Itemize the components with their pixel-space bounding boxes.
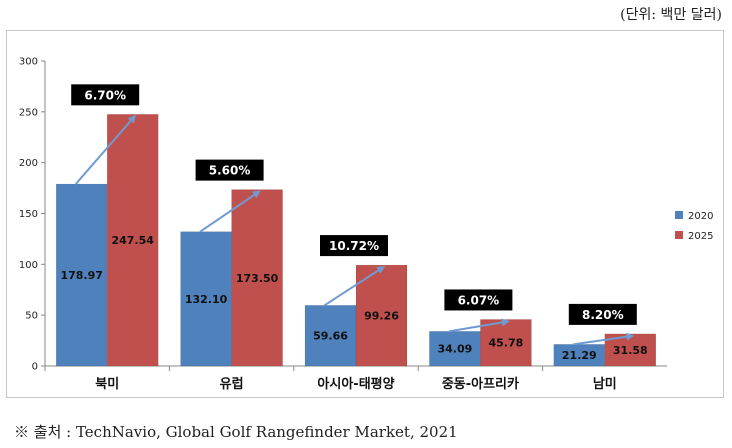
data-label-2025: 31.58 xyxy=(613,344,648,357)
data-label-2025: 45.78 xyxy=(489,337,524,350)
legend-swatch-2020 xyxy=(675,211,683,219)
bars xyxy=(55,114,657,367)
y-tick-label: 100 xyxy=(19,260,38,271)
y-tick-label: 200 xyxy=(19,158,38,169)
bar-2025 xyxy=(106,114,159,367)
growth-arrow xyxy=(448,318,510,333)
y-tick-label: 300 xyxy=(19,57,38,68)
legend-label-2025: 2025 xyxy=(688,231,713,242)
legend: 2020 2025 xyxy=(675,211,713,242)
bar-2020 xyxy=(304,305,357,367)
growth-rate-label: 6.07% xyxy=(458,293,500,307)
bar-2020 xyxy=(55,183,108,367)
growth-rate-label: 6.70% xyxy=(84,88,126,102)
bar-2025 xyxy=(231,189,283,367)
growth-badge xyxy=(320,235,388,257)
growth-badge xyxy=(444,289,513,311)
growth-arrows xyxy=(74,114,635,346)
data-label-2025: 247.54 xyxy=(111,234,154,247)
legend-label-2020: 2020 xyxy=(688,211,713,222)
y-tick-label: 250 xyxy=(19,107,38,118)
growth-badge xyxy=(71,84,140,106)
y-tick-label: 150 xyxy=(19,209,38,220)
legend-swatch-2025 xyxy=(675,231,683,239)
data-label-2025: 173.50 xyxy=(236,272,279,285)
data-label-2020: 132.10 xyxy=(185,293,228,306)
growth-rate-label: 5.60% xyxy=(209,164,251,178)
bar-2020 xyxy=(180,231,232,367)
labels: 178.97 247.54 북미 6.70% 132.10 173.50 유럽 5.60% 59… xyxy=(60,84,648,392)
category-label: 북미 xyxy=(95,376,119,392)
data-label-2020: 178.97 xyxy=(60,269,102,282)
growth-badge xyxy=(568,303,637,325)
bar-chart: 0 50 100 150 200 250 300 178.97 247.54 북미 6.70% 13… xyxy=(19,57,714,393)
growth-arrow xyxy=(323,265,386,307)
growth-rate-label: 8.20% xyxy=(582,308,624,322)
data-label-2020: 21.29 xyxy=(562,349,597,362)
unit-note: (단위: 백만 달러) xyxy=(620,7,722,23)
growth-arrow xyxy=(74,114,137,185)
category-label: 유럽 xyxy=(220,377,244,392)
data-label-2020: 34.09 xyxy=(438,343,473,356)
growth-arrow xyxy=(199,190,261,233)
chart-frame: 0 50 100 150 200 250 300 178.97 247.54 북미 6.70% 13… xyxy=(6,30,724,398)
growth-arrow xyxy=(573,332,635,346)
category-label: 중동-아프리카 xyxy=(442,376,519,392)
bar-2025 xyxy=(355,264,408,367)
source-note: ※ 출처 : TechNavio, Global Golf Rangefinde… xyxy=(14,423,458,441)
data-label-2020: 59.66 xyxy=(313,330,348,343)
y-tick-label: 0 xyxy=(32,362,38,373)
y-tick-label: 50 xyxy=(25,311,38,322)
category-label: 남미 xyxy=(593,376,617,392)
data-label-2025: 99.26 xyxy=(364,310,399,323)
category-label: 아시아-태평양 xyxy=(317,376,394,392)
growth-badge xyxy=(195,159,264,181)
growth-rate-label: 10.72% xyxy=(329,239,379,253)
